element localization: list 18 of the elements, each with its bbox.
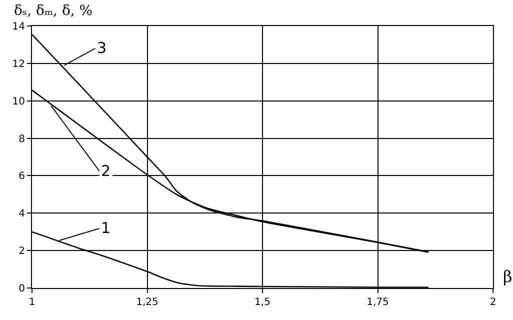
x-tick-label: 1 [28, 297, 36, 308]
annotation: 3 [97, 39, 107, 57]
x-tick-label: 1,5 [254, 297, 270, 308]
y-tick-label: 12 [12, 58, 25, 70]
y-tick-label: 6 [18, 171, 25, 182]
y-axis-title: δₛ, δₘ, δ, % [14, 3, 93, 19]
x-tick-label: 1,75 [366, 297, 389, 308]
y-tick-label: 10 [12, 96, 25, 108]
y-tick-label: 2 [18, 246, 25, 258]
y-tick-label: 8 [18, 134, 25, 145]
annotation: 1 [101, 219, 111, 237]
x-tick-label: 2 [490, 297, 496, 308]
x-axis-title: β [503, 267, 512, 286]
y-tick-label: 0 [18, 284, 25, 294]
y-tick-label: 14 [12, 22, 25, 32]
annotation: 2 [101, 162, 111, 180]
x-tick-label: 1,25 [136, 297, 158, 308]
y-tick-label: 4 [18, 208, 25, 220]
